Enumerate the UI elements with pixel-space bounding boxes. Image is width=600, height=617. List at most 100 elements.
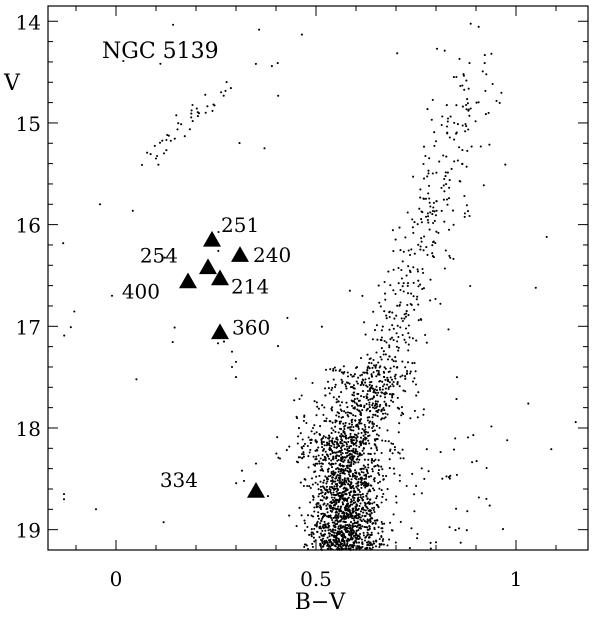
axis-ticks-layer	[48, 6, 588, 551]
field-star	[388, 538, 391, 541]
field-star	[330, 444, 333, 448]
field-star	[335, 436, 338, 439]
field-star	[389, 338, 392, 341]
field-star	[386, 379, 389, 382]
field-star	[353, 460, 356, 463]
field-star	[343, 543, 346, 546]
field-star	[341, 512, 344, 515]
field-star	[455, 132, 458, 135]
field-star	[340, 391, 343, 394]
field-star	[370, 457, 374, 461]
field-star	[383, 522, 386, 525]
field-star	[331, 437, 334, 440]
field-star	[353, 401, 356, 404]
field-star	[383, 417, 386, 420]
field-star	[352, 535, 355, 538]
field-star	[384, 367, 387, 370]
field-star	[310, 477, 314, 480]
field-star	[448, 526, 451, 529]
field-star	[315, 506, 318, 509]
field-star	[377, 532, 380, 535]
field-star	[356, 397, 359, 400]
field-star	[154, 157, 158, 160]
field-star	[339, 420, 342, 423]
field-star	[352, 384, 355, 387]
field-star	[396, 52, 399, 55]
field-star	[342, 472, 345, 475]
field-star	[327, 475, 330, 478]
field-star	[442, 154, 445, 157]
field-star	[323, 520, 326, 523]
field-star	[398, 479, 401, 482]
field-star	[355, 380, 358, 383]
field-star	[350, 498, 353, 501]
field-star	[358, 537, 362, 540]
field-star	[364, 509, 367, 512]
field-star	[391, 393, 394, 396]
field-star	[337, 470, 340, 473]
field-star	[345, 539, 348, 542]
field-star	[364, 378, 367, 381]
field-star	[395, 345, 398, 348]
field-star	[452, 76, 455, 79]
field-star	[361, 428, 364, 431]
field-star	[328, 539, 331, 542]
field-star	[355, 482, 358, 485]
field-star	[422, 177, 426, 180]
field-star	[332, 491, 335, 494]
field-star	[398, 474, 401, 477]
field-star	[331, 543, 334, 546]
field-star	[392, 360, 395, 363]
field-star	[63, 334, 66, 337]
field-star	[378, 543, 382, 546]
field-star	[380, 501, 383, 504]
field-star	[366, 407, 369, 410]
field-star	[417, 285, 420, 288]
field-star	[376, 338, 379, 341]
field-star	[338, 548, 341, 551]
field-star	[404, 236, 407, 239]
field-star	[346, 515, 350, 518]
field-star	[347, 440, 350, 443]
field-star	[331, 449, 334, 453]
field-star	[365, 402, 368, 406]
field-star	[407, 314, 410, 317]
field-star	[320, 325, 323, 328]
field-star	[333, 446, 336, 449]
field-star	[399, 249, 402, 252]
field-star	[334, 483, 337, 486]
field-star	[340, 459, 343, 462]
field-star	[381, 474, 385, 477]
field-star	[375, 438, 378, 441]
field-star	[351, 509, 354, 512]
field-star	[349, 464, 352, 467]
field-star	[359, 374, 362, 377]
field-star	[321, 517, 324, 520]
field-star	[333, 501, 336, 504]
field-star	[500, 91, 503, 94]
field-star	[313, 400, 316, 403]
field-star	[355, 521, 358, 524]
field-star	[399, 375, 402, 378]
field-star	[222, 94, 225, 97]
field-star	[347, 547, 351, 550]
field-star	[297, 435, 300, 438]
field-star	[335, 467, 338, 471]
field-star	[317, 407, 320, 410]
field-star	[365, 473, 368, 476]
field-star	[445, 198, 449, 201]
field-star	[379, 355, 382, 359]
field-star	[431, 98, 434, 101]
field-star	[418, 207, 421, 210]
field-star	[377, 526, 380, 529]
field-star	[534, 286, 537, 289]
field-star	[333, 496, 336, 499]
field-star	[357, 488, 360, 492]
field-star	[383, 280, 386, 284]
field-star	[341, 535, 344, 538]
field-star	[388, 381, 391, 384]
field-star	[346, 527, 349, 530]
field-star	[401, 333, 404, 337]
field-star	[323, 502, 326, 505]
field-star	[350, 441, 353, 445]
